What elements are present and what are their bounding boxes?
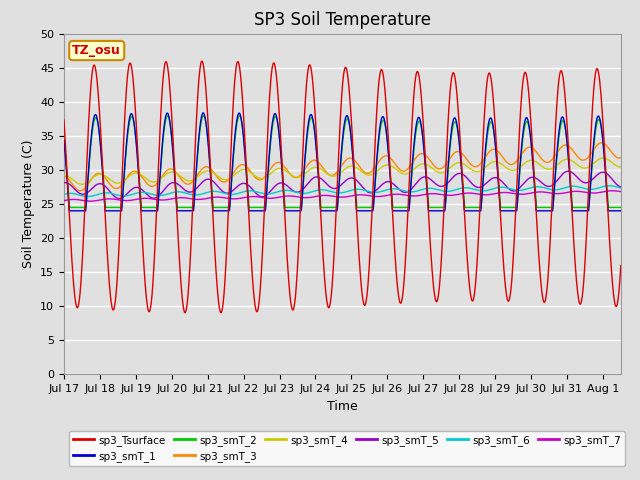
sp3_smT_6	[171, 189, 179, 195]
sp3_smT_5	[482, 181, 490, 187]
sp3_smT_1	[60, 137, 68, 143]
sp3_smT_7	[543, 190, 551, 195]
sp3_smT_3	[76, 188, 84, 193]
sp3_smT_3	[272, 160, 280, 166]
sp3_smT_2	[171, 170, 179, 176]
sp3_smT_7	[161, 197, 168, 203]
sp3_smT_5	[161, 187, 168, 192]
sp3_smT_2	[200, 113, 207, 119]
sp3_Tsurface	[221, 271, 229, 276]
sp3_smT_6	[272, 190, 280, 195]
sp3_smT_7	[617, 189, 625, 194]
sp3_Tsurface	[482, 89, 490, 95]
sp3_Tsurface	[217, 310, 225, 315]
sp3_smT_1	[65, 208, 73, 214]
sp3_smT_5	[116, 196, 124, 202]
sp3_smT_3	[171, 168, 179, 174]
sp3_smT_5	[60, 180, 68, 186]
sp3_smT_2	[66, 204, 74, 210]
sp3_smT_4	[161, 173, 168, 179]
sp3_smT_1	[272, 112, 280, 118]
sp3_smT_4	[272, 167, 280, 172]
sp3_smT_4	[221, 177, 229, 182]
Y-axis label: Soil Temperature (C): Soil Temperature (C)	[22, 140, 35, 268]
sp3_smT_7	[221, 195, 229, 201]
sp3_smT_3	[617, 155, 625, 160]
sp3_smT_3	[482, 154, 490, 159]
sp3_smT_4	[60, 172, 68, 178]
sp3_smT_5	[171, 180, 179, 186]
sp3_smT_7	[609, 188, 616, 193]
sp3_smT_2	[161, 126, 168, 132]
sp3_Tsurface	[160, 67, 168, 72]
sp3_Tsurface	[617, 263, 625, 268]
sp3_smT_1	[171, 176, 179, 182]
sp3_smT_6	[605, 183, 613, 189]
sp3_smT_2	[482, 145, 490, 151]
sp3_smT_6	[60, 192, 68, 197]
sp3_smT_3	[60, 173, 68, 179]
Line: sp3_smT_4: sp3_smT_4	[64, 158, 621, 184]
sp3_smT_2	[221, 204, 229, 210]
sp3_smT_4	[617, 164, 625, 170]
sp3_smT_7	[272, 195, 280, 201]
sp3_smT_5	[617, 184, 625, 190]
Line: sp3_Tsurface: sp3_Tsurface	[64, 61, 621, 312]
Title: SP3 Soil Temperature: SP3 Soil Temperature	[254, 11, 431, 29]
sp3_smT_2	[60, 136, 68, 142]
sp3_smT_4	[482, 164, 490, 170]
sp3_smT_3	[161, 170, 168, 176]
sp3_smT_5	[272, 183, 280, 189]
Line: sp3_smT_3: sp3_smT_3	[64, 143, 621, 191]
sp3_Tsurface	[272, 69, 280, 75]
sp3_smT_6	[161, 192, 168, 198]
Line: sp3_smT_1: sp3_smT_1	[64, 113, 621, 211]
sp3_smT_2	[272, 114, 280, 120]
Line: sp3_smT_6: sp3_smT_6	[64, 186, 621, 196]
sp3_Tsurface	[60, 118, 68, 123]
sp3_smT_4	[543, 166, 551, 172]
sp3_smT_1	[482, 140, 490, 146]
sp3_smT_1	[161, 121, 168, 127]
sp3_smT_7	[60, 198, 68, 204]
Line: sp3_smT_5: sp3_smT_5	[64, 171, 621, 199]
sp3_smT_3	[598, 140, 605, 145]
sp3_Tsurface	[171, 164, 179, 169]
sp3_smT_7	[87, 198, 95, 204]
sp3_smT_5	[543, 183, 551, 189]
sp3_smT_6	[84, 193, 92, 199]
sp3_smT_1	[617, 208, 625, 214]
sp3_Tsurface	[198, 58, 205, 64]
sp3_smT_4	[600, 155, 607, 161]
sp3_smT_2	[544, 204, 552, 210]
sp3_smT_6	[543, 186, 551, 192]
sp3_smT_6	[482, 188, 490, 193]
sp3_smT_3	[221, 179, 229, 185]
sp3_smT_7	[171, 195, 179, 201]
sp3_smT_5	[221, 190, 229, 196]
sp3_smT_6	[221, 191, 229, 196]
sp3_smT_4	[77, 181, 85, 187]
sp3_smT_4	[171, 169, 179, 175]
sp3_smT_3	[543, 159, 551, 165]
sp3_smT_7	[482, 192, 490, 198]
sp3_smT_6	[617, 185, 625, 191]
sp3_smT_2	[617, 204, 625, 210]
sp3_smT_1	[544, 208, 552, 214]
sp3_smT_1	[221, 208, 229, 214]
Line: sp3_smT_2: sp3_smT_2	[64, 116, 621, 207]
Legend: sp3_Tsurface, sp3_smT_1, sp3_smT_2, sp3_smT_3, sp3_smT_4, sp3_smT_5, sp3_smT_6, : sp3_Tsurface, sp3_smT_1, sp3_smT_2, sp3_…	[69, 431, 625, 466]
sp3_smT_1	[200, 110, 207, 116]
sp3_Tsurface	[544, 277, 552, 283]
Line: sp3_smT_7: sp3_smT_7	[64, 191, 621, 201]
Text: TZ_osu: TZ_osu	[72, 44, 121, 57]
X-axis label: Time: Time	[327, 400, 358, 413]
sp3_smT_5	[564, 168, 572, 174]
